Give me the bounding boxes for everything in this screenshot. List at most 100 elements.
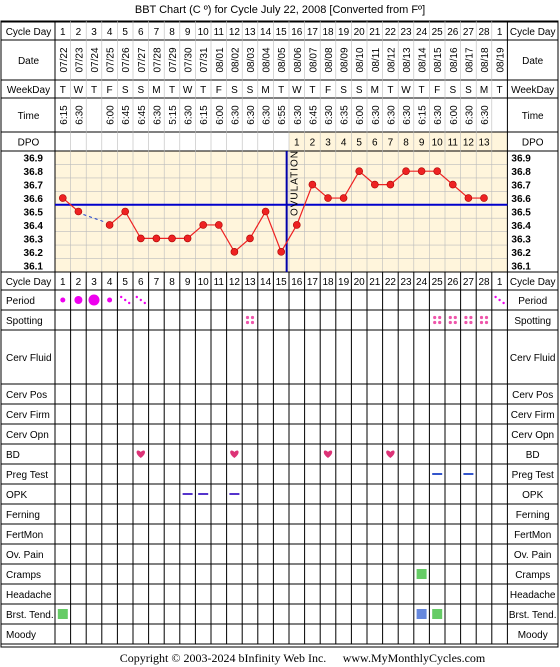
weekday-cell: W: [292, 85, 302, 96]
row-label-right: Cerv Fluid: [510, 353, 556, 364]
row-label-left: Cerv Opn: [6, 430, 49, 441]
cycle-cell: 9: [185, 27, 191, 38]
weekday-cell: M: [261, 85, 269, 96]
time-cell: 6:30: [184, 105, 195, 125]
weekday-cell: S: [340, 85, 347, 96]
dpo-cell: 11: [448, 138, 459, 149]
cycle-day-cell: 22: [385, 277, 397, 288]
period-dot: [124, 298, 127, 302]
spotting-dot: [448, 315, 452, 320]
time-cell: 6:30: [402, 105, 413, 125]
date-cell: 07/31: [199, 47, 210, 72]
temperature-point: [168, 234, 176, 243]
spotting-dot: [245, 315, 250, 320]
bd-heart: [323, 450, 333, 458]
temp-label-left: 36.4: [24, 221, 44, 232]
period-marker: [107, 297, 113, 303]
weekday-cell: W: [401, 85, 411, 96]
row-label-right: BD: [526, 450, 540, 461]
temperature-point: [183, 234, 192, 243]
dpo-cell: 7: [388, 138, 394, 149]
date-cell: 08/16: [449, 47, 460, 72]
ovulation-label: OVULATION: [290, 150, 301, 216]
weekday-cell: T: [278, 85, 284, 96]
row-label-left: Cerv Firm: [6, 410, 50, 421]
weekday-cell: S: [465, 85, 472, 96]
temperature-point: [480, 194, 488, 202]
cycle-day-cell: 7: [154, 277, 160, 288]
cycle-day-cell: 27: [463, 277, 475, 288]
date-cell: 07/29: [168, 47, 179, 72]
row-label-left: FertMon: [6, 530, 43, 541]
temperature-point: [308, 180, 317, 189]
bd-heart: [386, 450, 395, 458]
left-label-date: Date: [18, 56, 40, 67]
cycle-cell: 21: [369, 27, 381, 38]
period-dot: [494, 295, 497, 299]
cycle-cell: 26: [447, 27, 459, 38]
cycle-cell: 23: [400, 27, 412, 38]
cycle-day-cell: 6: [138, 277, 144, 288]
weekday-cell: S: [137, 85, 144, 96]
temp-label-left: 36.6: [24, 194, 44, 205]
cycle-cell: 24: [416, 27, 428, 38]
time-cell: 6:30: [246, 105, 257, 125]
cycle-day-cell: 25: [432, 277, 444, 288]
cycle-day-cell: 8: [169, 277, 175, 288]
weekday-cell: S: [247, 85, 254, 96]
dpo-cell: 2: [310, 138, 316, 149]
weekday-cell: T: [419, 85, 425, 96]
temperature-point: [355, 167, 364, 175]
time-cell: 6:30: [262, 105, 273, 125]
time-cell: 6:45: [308, 105, 319, 125]
row-label-right: Cramps: [515, 570, 550, 581]
spotting-dot: [433, 315, 437, 320]
row-label-right: Cerv Opn: [511, 430, 554, 441]
row-label-left: Ferning: [6, 510, 40, 521]
date-cell: 07/26: [121, 47, 132, 72]
breast-tenderness-square: [416, 609, 427, 619]
cycle-cell: 1: [497, 27, 503, 38]
date-cell: 08/11: [371, 47, 382, 72]
cycle-cell: 27: [463, 27, 475, 38]
dpo-cell: 12: [463, 138, 475, 149]
footer-copyright: Copyright © 2003-2024 bInfinity Web Inc.: [120, 651, 327, 665]
cycle-cell: 20: [354, 27, 366, 38]
temperature-point: [339, 194, 348, 202]
cycle-day-cell: 17: [307, 277, 319, 288]
row-label-left: Spotting: [6, 316, 43, 327]
temperature-point: [74, 207, 83, 216]
time-cell: 6:30: [324, 105, 335, 125]
spotting-dot: [484, 320, 489, 325]
temperature-plot: OVULATION: [55, 150, 508, 272]
row-label-left: Cramps: [6, 570, 41, 581]
date-cell: 07/24: [90, 47, 101, 72]
row-label-left: OPK: [6, 490, 27, 501]
time-cell: 6:00: [449, 105, 460, 125]
time-cell: 6:45: [137, 105, 148, 125]
weekday-cell: T: [309, 85, 315, 96]
spotting-dot: [245, 320, 250, 325]
temp-label-right: 36.9: [511, 154, 531, 165]
cycle-day-cell: 20: [354, 277, 366, 288]
cycle-cell: 5: [122, 27, 128, 38]
period-dot: [502, 301, 505, 305]
temp-label-left: 36.2: [24, 248, 44, 259]
right-label-cycle: Cycle Day: [510, 27, 556, 38]
cycle-day-cell: 5: [122, 277, 128, 288]
cycle-cell: 13: [244, 27, 256, 38]
weekday-cell: M: [152, 85, 160, 96]
temp-label-right: 36.8: [511, 167, 531, 178]
weekday-cell: M: [480, 85, 488, 96]
weekday-cell: F: [216, 85, 222, 96]
temp-label-left: 36.9: [24, 154, 44, 165]
time-cell: 6:45: [121, 105, 132, 125]
cycle-cell: 8: [169, 27, 175, 38]
spotting-dot: [438, 315, 442, 320]
dpo-cell: 13: [478, 138, 490, 149]
cycle-day-cell: 26: [447, 277, 459, 288]
cycle-cell: 25: [432, 27, 444, 38]
time-cell: 6:30: [480, 105, 491, 125]
cycle-cell: 17: [307, 27, 319, 38]
dpo-cell: 1: [294, 138, 300, 149]
